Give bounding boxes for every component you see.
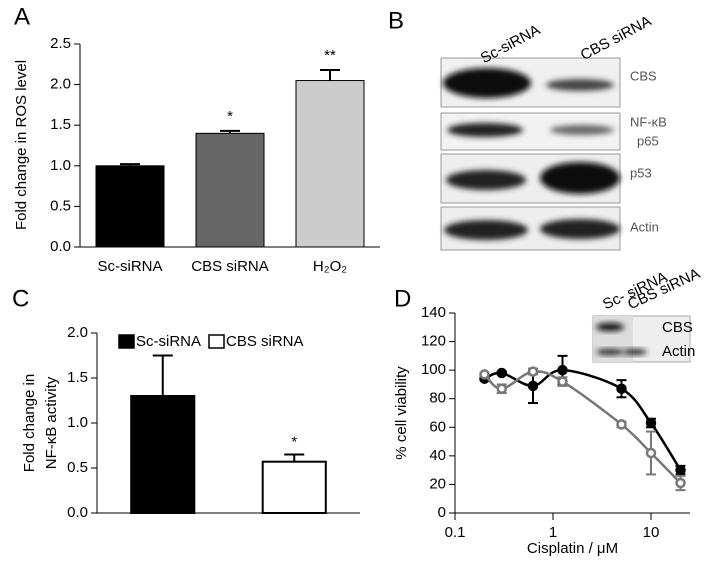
band: [623, 349, 647, 355]
point: [557, 376, 568, 387]
point: [496, 383, 508, 394]
band-label: p53: [630, 165, 652, 180]
annotation: **: [324, 47, 336, 64]
band: [447, 123, 523, 137]
panel-label: A: [14, 3, 30, 30]
band: [443, 68, 531, 98]
point: [527, 366, 539, 377]
point: [479, 369, 490, 380]
band: [540, 162, 620, 194]
bar: [95, 165, 165, 248]
y-tick-label: 1.5: [67, 369, 88, 386]
x-tick-label: 1: [549, 524, 557, 541]
band: [444, 220, 528, 240]
inset-band-label: Actin: [662, 343, 695, 360]
point: [527, 380, 539, 392]
band: [546, 79, 614, 91]
y-tick-label: 0.5: [50, 197, 71, 214]
y-tick-label: 60: [429, 418, 446, 435]
inset-band-label: CBS: [662, 319, 693, 336]
panel-label: C: [12, 285, 29, 312]
bar: [295, 80, 365, 248]
y-tick-label: 0.5: [67, 459, 88, 476]
band: [596, 323, 624, 331]
inset-lane: [593, 316, 633, 362]
annotation: *: [227, 108, 233, 125]
y-axis-label: Fold change in ROS level: [13, 60, 30, 230]
y-tick-label: 0.0: [67, 504, 88, 521]
legend-swatch: [208, 334, 225, 349]
x-tick-label: H₂O₂: [313, 258, 347, 275]
band-label: NF-κB: [630, 114, 667, 129]
point: [557, 364, 568, 376]
point: [645, 417, 657, 429]
y-axis-label: NF-κB activity: [43, 376, 60, 469]
band: [446, 170, 526, 190]
y-tick-label: 1.0: [67, 414, 88, 431]
y-tick-label: 100: [421, 361, 446, 378]
legend-label: Sc-siRNA: [136, 333, 201, 350]
point: [645, 447, 657, 459]
point: [675, 464, 686, 476]
y-tick-label: 20: [429, 475, 446, 492]
y-tick-label: 40: [429, 447, 446, 464]
x-axis-label: Cisplatin / μM: [527, 540, 618, 557]
bar: [261, 460, 327, 515]
annotation: *: [291, 433, 297, 450]
y-tick-label: 80: [429, 390, 446, 407]
legend-swatch: [118, 334, 135, 349]
y-tick-label: 2.0: [50, 76, 71, 93]
legend-label: CBS siRNA: [226, 333, 304, 350]
band: [540, 219, 620, 239]
band: [596, 349, 624, 355]
y-tick-label: 0: [438, 504, 446, 521]
bar: [130, 395, 196, 514]
x-tick-label: 0.1: [445, 524, 466, 541]
bar: [195, 132, 265, 248]
band: [550, 125, 614, 135]
point: [675, 477, 686, 489]
y-axis-label: % cell viability: [393, 366, 410, 460]
y-tick-label: 1.0: [50, 157, 71, 174]
band-label: p65: [637, 133, 659, 148]
point: [496, 367, 508, 379]
western-blot: [440, 57, 621, 251]
y-tick-label: 120: [421, 333, 446, 350]
y-tick-label: 0.0: [50, 238, 71, 255]
y-tick-label: 140: [421, 304, 446, 321]
panel-label: D: [394, 285, 411, 312]
band-label: CBS: [630, 68, 657, 83]
y-tick-label: 2.5: [50, 35, 71, 52]
band-label: Actin: [630, 219, 659, 234]
x-tick-label: CBS siRNA: [191, 258, 269, 275]
x-tick-label: Sc-siRNA: [97, 258, 162, 275]
y-axis-label: Fold change in: [21, 374, 38, 472]
panel-label: B: [388, 7, 404, 34]
y-tick-label: 2.0: [67, 324, 88, 341]
y-tick-label: 1.5: [50, 116, 71, 133]
inset-blot: [592, 315, 691, 363]
point: [616, 383, 627, 394]
x-tick-label: 10: [643, 524, 660, 541]
point: [616, 419, 627, 430]
lane-label: CBS siRNA: [578, 13, 654, 64]
